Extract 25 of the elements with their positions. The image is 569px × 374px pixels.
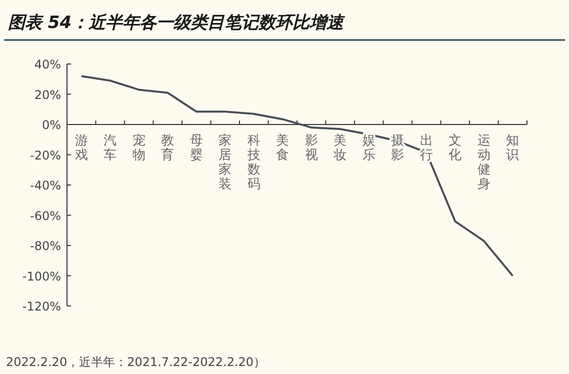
y-tick-label: -100% xyxy=(22,269,61,284)
x-tick-label: 宠物 xyxy=(132,134,146,163)
x-tick-label: 美妆 xyxy=(334,132,347,163)
x-tick-label: 汽车 xyxy=(104,134,117,163)
y-tick-label: -60% xyxy=(30,208,61,223)
x-tick-label: 科技数码 xyxy=(246,134,260,192)
x-tick-label: 知识 xyxy=(506,134,520,163)
x-tick-label: 教育 xyxy=(161,134,174,163)
y-tick-label: 0% xyxy=(42,118,61,132)
x-tick-label: 美食 xyxy=(276,132,290,163)
y-tick-label: -20% xyxy=(30,148,61,162)
x-tick-label: 游戏 xyxy=(74,134,88,163)
y-tick-label: -40% xyxy=(30,178,61,192)
text: 2022.2.20，近半年：2021.7.22-2022.2.20） xyxy=(6,355,266,369)
x-tick-label: 家居家装 xyxy=(218,132,232,192)
x-tick-label: 母婴 xyxy=(190,134,203,163)
y-tick-label: -120% xyxy=(22,300,61,314)
x-tick-label: 影视 xyxy=(304,134,318,163)
y-tick-label: -80% xyxy=(30,239,61,253)
y-tick-label: 40% xyxy=(34,58,61,72)
x-tick-label: 娱乐 xyxy=(362,134,376,163)
x-tick-label: 运动健身 xyxy=(477,134,490,192)
y-tick-label: 20% xyxy=(34,88,61,102)
x-tick-label: 文化 xyxy=(448,134,462,163)
chart-title: 图表 54：近半年各一级类目笔记数环比增速 xyxy=(8,13,346,33)
